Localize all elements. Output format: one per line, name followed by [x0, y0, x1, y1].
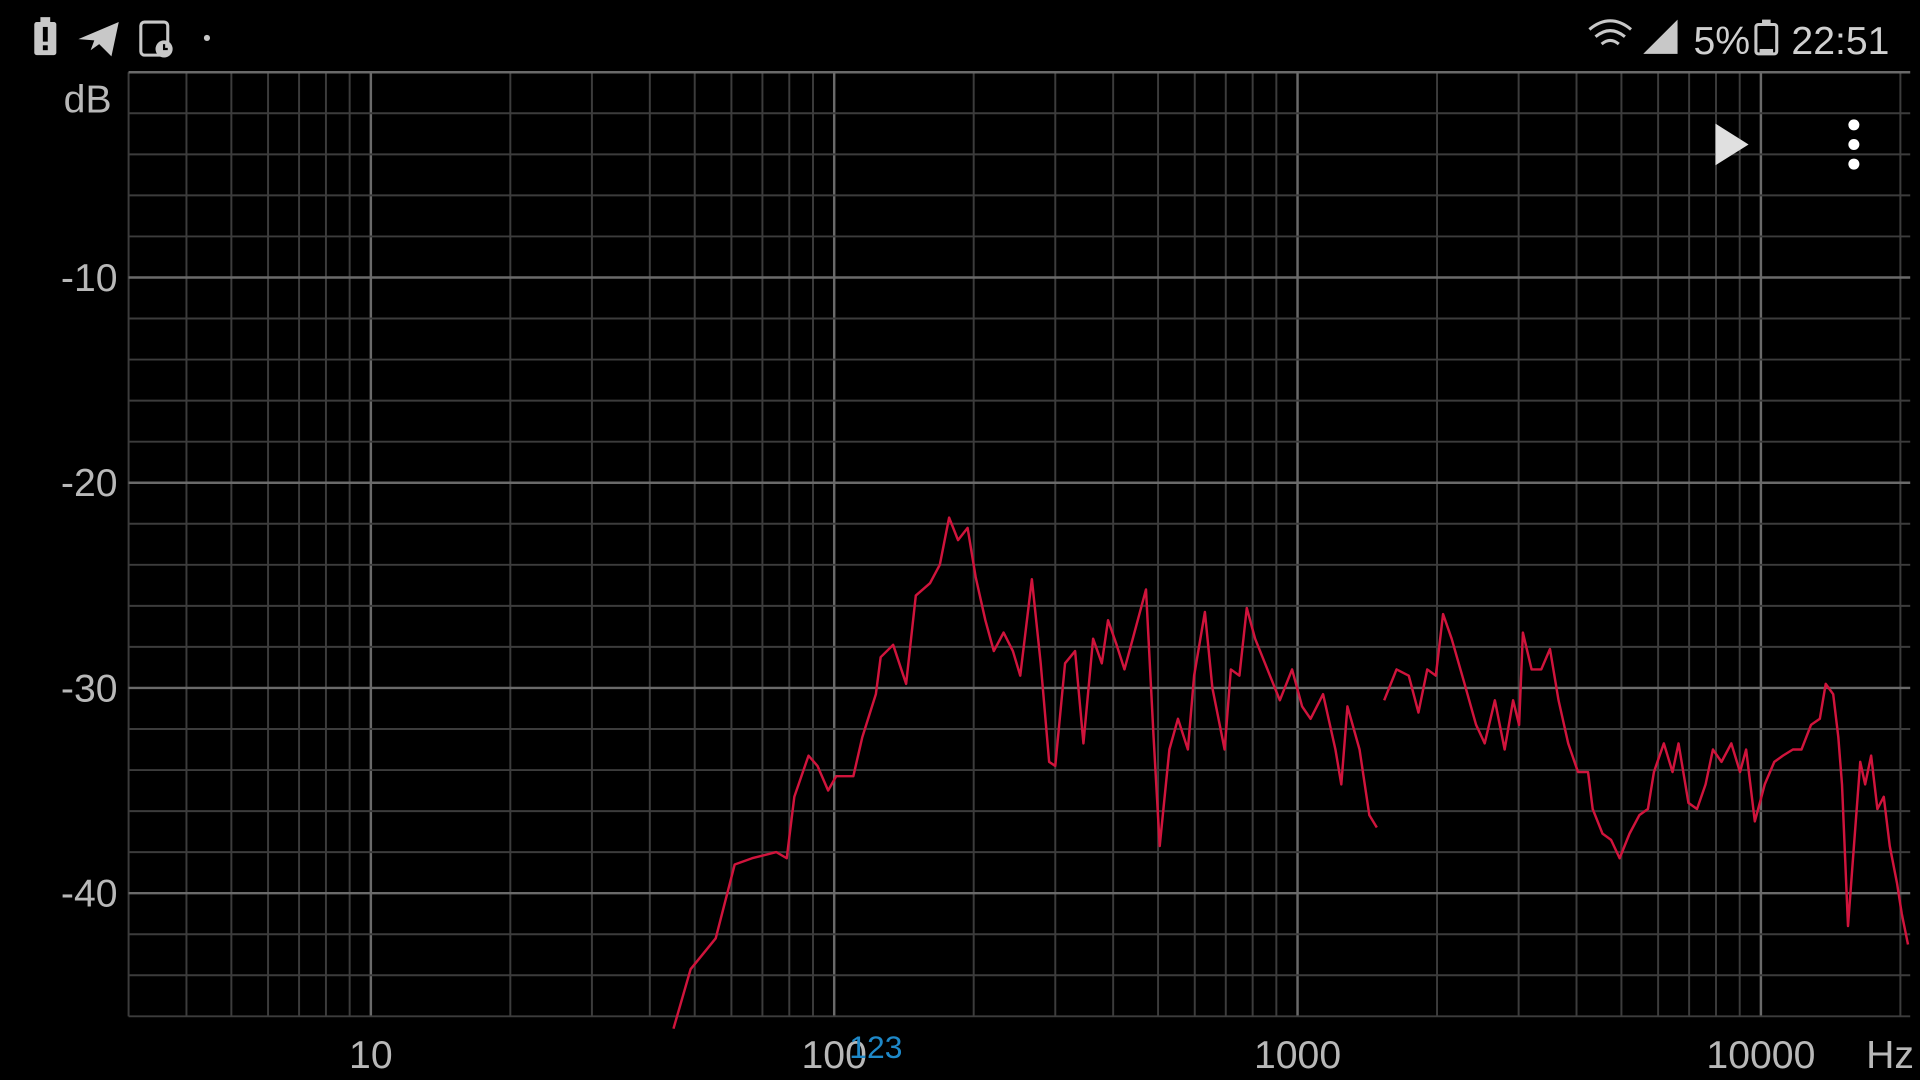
x-axis-ticks: 10 100 1000 10000 [349, 1034, 1815, 1077]
y-axis-ticks: -10 -20 -30 -40 [61, 257, 118, 916]
spectrum-curve [672, 516, 1910, 1030]
y-tick-label: -10 [61, 257, 118, 300]
y-tick-label: -40 [61, 873, 118, 916]
battery-icon [1754, 19, 1779, 56]
status-bar: 5% 22:51 [34, 17, 1889, 63]
x-axis-label: Hz [1866, 1034, 1914, 1077]
spectrum-line-segment [672, 516, 1378, 1030]
telegram-icon [78, 22, 119, 57]
y-axis-label: dB [64, 79, 112, 122]
x-tick-label: 10000 [1706, 1034, 1815, 1077]
screen-record-icon [139, 20, 173, 58]
grid [127, 71, 1911, 1018]
x-tick-label: 100 [802, 1034, 867, 1077]
battery-percent: 5% [1693, 20, 1750, 63]
wifi-icon [1588, 19, 1632, 46]
play-icon[interactable] [1715, 123, 1749, 166]
y-tick-label: -30 [61, 667, 118, 710]
dot-icon [203, 34, 210, 42]
signal-icon [1643, 19, 1678, 54]
x-tick-label: 10 [349, 1034, 393, 1077]
battery-alert-icon [34, 17, 57, 56]
x-tick-label: 1000 [1254, 1034, 1341, 1077]
y-tick-label: -20 [61, 462, 118, 505]
more-vert-icon[interactable] [1837, 113, 1871, 177]
cursor-frequency-label: 123 [849, 1029, 902, 1065]
spectrum-line-segment [1383, 612, 1910, 945]
clock: 22:51 [1791, 20, 1889, 63]
